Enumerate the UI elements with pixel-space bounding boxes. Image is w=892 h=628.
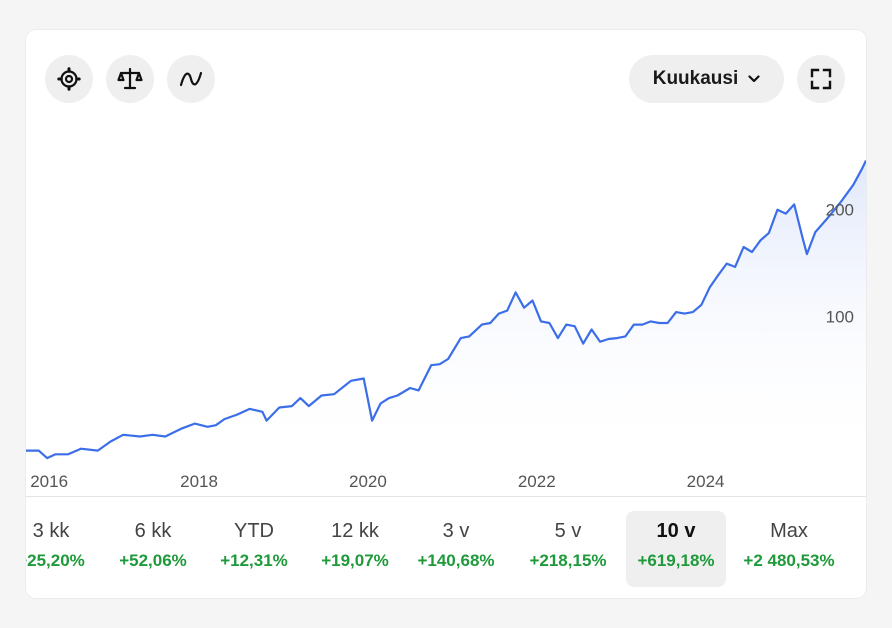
range-max[interactable]: Max +2 480,53%	[739, 511, 839, 587]
range-label: 3 v	[442, 520, 470, 542]
x-tick-label: 2022	[518, 472, 556, 491]
x-tick-label: 2020	[349, 472, 387, 491]
range-label: Max	[770, 520, 808, 542]
fullscreen-button[interactable]	[797, 55, 845, 103]
y-tick-label: 100	[826, 308, 854, 327]
settings-button[interactable]	[45, 55, 93, 103]
range-3-v[interactable]: 3 v +140,68%	[406, 511, 506, 587]
period-select[interactable]: Kuukausi	[629, 55, 784, 103]
range-change: +19,07%	[321, 551, 389, 570]
range-change: +140,68%	[417, 551, 495, 570]
indicators-button[interactable]	[167, 55, 215, 103]
range-label: 10 v	[656, 520, 696, 542]
chart-card: Kuukausi 2016 2018 2020 2022 2024 100 200 3 kk…	[26, 30, 866, 598]
period-select-label: Kuukausi	[652, 68, 739, 89]
price-area	[26, 160, 866, 466]
range-12-kk[interactable]: 12 kk +19,07%	[305, 511, 405, 587]
range-5-v[interactable]: 5 v +218,15%	[518, 511, 618, 587]
gear-icon	[57, 67, 81, 91]
range-3-kk[interactable]: 3 kk +25,20%	[26, 511, 101, 587]
chevron-down-icon	[748, 75, 760, 83]
price-line	[26, 160, 866, 460]
range-change: +218,15%	[529, 551, 607, 570]
price-chart[interactable]: 2016 2018 2020 2022 2024 100 200	[26, 30, 866, 496]
x-tick-label: 2024	[687, 472, 725, 491]
x-tick-label: 2016	[30, 472, 68, 491]
range-label: 6 kk	[134, 520, 172, 542]
range-label: 3 kk	[32, 520, 70, 542]
range-change: +2 480,53%	[743, 551, 835, 570]
expand-icon	[810, 68, 832, 90]
range-ytd[interactable]: YTD +12,31%	[204, 511, 304, 587]
wave-icon	[179, 71, 203, 87]
range-change: +619,18%	[637, 551, 715, 570]
range-label: 5 v	[554, 520, 582, 542]
range-selector: 3 kk +25,20% 6 kk +52,06% YTD +12,31% 12 kk +19…	[26, 511, 866, 587]
range-6-kk[interactable]: 6 kk +52,06%	[103, 511, 203, 587]
range-change: +25,20%	[26, 551, 85, 570]
range-label: YTD	[234, 520, 274, 542]
compare-button[interactable]	[106, 55, 154, 103]
x-tick-label: 2018	[180, 472, 218, 491]
scale-icon	[117, 67, 143, 90]
range-label: 12 kk	[331, 520, 379, 542]
divider	[26, 496, 866, 497]
y-tick-label: 200	[826, 201, 854, 220]
range-change: +52,06%	[119, 551, 187, 570]
range-change: +12,31%	[220, 551, 288, 570]
range-10-v[interactable]: 10 v +619,18%	[626, 511, 726, 587]
